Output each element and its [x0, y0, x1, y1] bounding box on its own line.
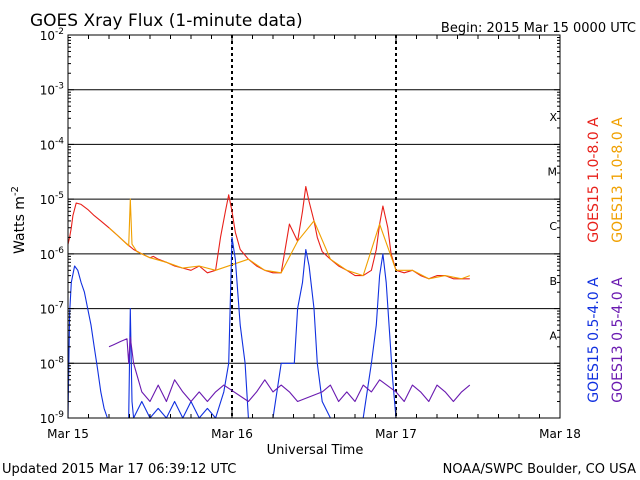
y-tick-label-5: 10-7	[40, 301, 64, 317]
legend-entry-3: GOES13 0.5-4.0 A	[610, 277, 626, 403]
x-tick-label-3: Mar 18	[539, 427, 581, 441]
y-tick-label-0: 10-2	[40, 27, 64, 43]
series-line-1	[108, 198, 470, 280]
y-tick-exponent: -8	[55, 355, 64, 365]
y-tick-base: 10	[40, 138, 55, 152]
y-tick-exponent: -2	[55, 27, 64, 37]
y-tick-base: 10	[40, 193, 55, 207]
y-tick-label-3: 10-5	[40, 191, 64, 207]
y-tick-exponent: -3	[55, 82, 64, 92]
series-line-3	[108, 336, 471, 403]
x-tick-labels: Mar 15 Mar 16 Mar 17 Mar 18	[47, 35, 581, 441]
legend: GOES15 1.0-8.0 A GOES13 1.0-8.0 A GOES15 0…	[586, 117, 626, 403]
y-tick-label-2: 10-4	[40, 136, 65, 152]
y-tick-exponent: -9	[55, 410, 64, 420]
flare-class-C: C	[549, 220, 557, 233]
y-tick-label-4: 10-6	[40, 246, 65, 262]
chart-title: GOES Xray Flux (1-minute data)	[30, 11, 303, 31]
legend-entry-2: GOES15 0.5-4.0 A	[586, 277, 602, 403]
x-tick-label-2: Mar 17	[375, 427, 417, 441]
y-tick-base: 10	[40, 412, 55, 426]
legend-entry-1: GOES13 1.0-8.0 A	[610, 117, 626, 243]
flare-class-B: B	[549, 275, 557, 288]
y-tick-base: 10	[40, 29, 55, 43]
y-axis-label-text: Watts m	[12, 196, 28, 254]
flare-class-labels: X M C B A	[548, 111, 558, 343]
updated-timestamp: Updated 2015 Mar 17 06:39:12 UTC	[2, 462, 236, 477]
begin-label: Begin: 2015 Mar 15 0000 UTC	[441, 21, 636, 36]
x-tick-label-1: Mar 16	[211, 427, 253, 441]
y-tick-base: 10	[40, 357, 55, 371]
y-tick-labels: 10-210-310-410-510-610-710-810-9	[40, 27, 560, 426]
y-axis-label-exponent: -2	[10, 186, 21, 196]
credit-label: NOAA/SWPC Boulder, CO USA	[443, 462, 636, 477]
y-tick-base: 10	[40, 84, 55, 98]
flare-class-X: X	[549, 111, 557, 124]
y-axis-label: Watts m-2	[10, 186, 28, 254]
y-tick-label-6: 10-8	[40, 355, 65, 371]
y-tick-exponent: -5	[55, 191, 64, 201]
svg-text:Watts m-2: Watts m-2	[10, 186, 28, 254]
flare-class-M: M	[548, 166, 558, 179]
x-tick-label-0: Mar 15	[47, 427, 89, 441]
y-tick-exponent: -4	[55, 136, 64, 146]
legend-entry-0: GOES15 1.0-8.0 A	[586, 117, 602, 243]
y-tick-base: 10	[40, 303, 55, 317]
flare-class-A: A	[549, 330, 557, 343]
y-tick-exponent: -7	[55, 301, 64, 311]
x-axis-label: Universal Time	[267, 443, 364, 458]
y-tick-label-7: 10-9	[40, 410, 65, 426]
series-layer	[67, 185, 471, 419]
y-tick-base: 10	[40, 248, 55, 262]
y-tick-exponent: -6	[55, 246, 64, 256]
series-line-2	[67, 236, 446, 419]
y-tick-label-1: 10-3	[40, 82, 64, 98]
